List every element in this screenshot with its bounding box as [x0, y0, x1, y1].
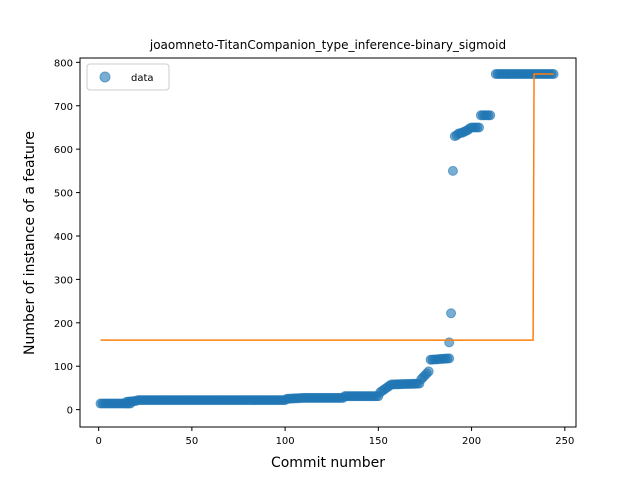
x-tick-label: 100 [276, 436, 295, 447]
y-tick-label: 300 [54, 275, 73, 286]
data-point [444, 337, 455, 348]
chart-title: joaomneto-TitanCompanion_type_inference-… [149, 38, 506, 52]
data-point [447, 165, 458, 176]
axes-frame [79, 57, 577, 428]
axes: 0 50 100 150 200 250 0 100 200 300 400 500 600 700 800 [54, 57, 577, 447]
legend: data [86, 63, 170, 91]
y-tick-label: 0 [67, 406, 73, 417]
y-tick-label: 200 [54, 319, 73, 330]
data-point [423, 366, 434, 377]
legend-box [86, 63, 170, 91]
y-tick-label: 700 [54, 102, 73, 113]
y-tick-label: 100 [54, 362, 73, 373]
y-tick-label: 600 [54, 145, 73, 156]
x-tick-label: 150 [369, 436, 388, 447]
y-tick-label: 500 [54, 189, 73, 200]
data-point [474, 122, 485, 133]
y-axis-title: Number of instance of a feature [22, 131, 38, 355]
plot-area [95, 69, 559, 409]
x-axis-title: Commit number [271, 455, 385, 471]
x-tick-label: 50 [186, 436, 199, 447]
y-tick-label: 400 [54, 232, 73, 243]
x-tick-label: 0 [95, 436, 101, 447]
legend-label-data: data [131, 73, 154, 84]
data-point [444, 353, 455, 364]
x-tick-label: 200 [462, 436, 481, 447]
data-point [446, 308, 457, 319]
legend-marker-data [99, 71, 111, 83]
y-tick-label: 800 [54, 58, 73, 69]
x-tick-label: 250 [555, 436, 574, 447]
fit-line [100, 73, 554, 341]
data-point [485, 110, 496, 121]
